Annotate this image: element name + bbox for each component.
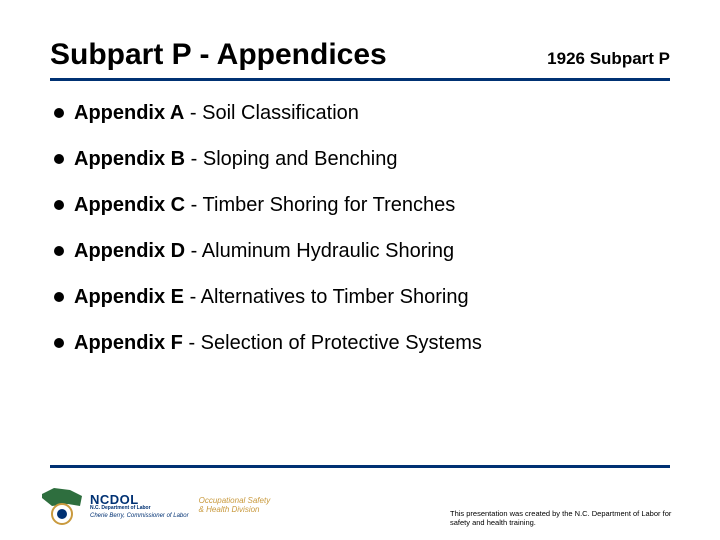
list-item: Appendix B - Sloping and Benching	[54, 147, 670, 171]
logo-text: NCDOL N.C. Department of Labor Cherie Be…	[90, 493, 189, 519]
slide-subtitle: 1926 Subpart P	[547, 49, 670, 69]
bullet-list: Appendix A - Soil Classification Appendi…	[50, 101, 670, 355]
logo-commissioner: Cherie Berry, Commissioner of Labor	[90, 513, 189, 519]
bullet-lead: Appendix D	[74, 240, 185, 262]
list-item: Appendix A - Soil Classification	[54, 101, 670, 125]
bullet-lead: Appendix E	[74, 286, 184, 308]
slide: Subpart P - Appendices 1926 Subpart P Ap…	[0, 0, 720, 540]
slide-title: Subpart P - Appendices	[50, 38, 387, 72]
logo-block: NCDOL N.C. Department of Labor Cherie Be…	[40, 484, 270, 528]
bullet-lead: Appendix C	[74, 194, 185, 216]
bullet-rest: - Sloping and Benching	[185, 148, 397, 170]
bullet-rest: - Alternatives to Timber Shoring	[184, 286, 469, 308]
header-row: Subpart P - Appendices 1926 Subpart P	[50, 38, 670, 78]
list-item: Appendix E - Alternatives to Timber Shor…	[54, 285, 670, 309]
bullet-rest: - Soil Classification	[184, 102, 359, 124]
bullet-rest: - Aluminum Hydraulic Shoring	[185, 240, 454, 262]
state-seal-icon	[40, 484, 84, 528]
list-item: Appendix D - Aluminum Hydraulic Shoring	[54, 239, 670, 263]
osh-line1: Occupational Safety	[199, 496, 271, 505]
list-item: Appendix F - Selection of Protective Sys…	[54, 331, 670, 355]
footer: NCDOL N.C. Department of Labor Cherie Be…	[40, 484, 680, 528]
footer-divider	[50, 465, 670, 468]
title-underline	[50, 78, 670, 81]
bullet-rest: - Selection of Protective Systems	[183, 332, 482, 354]
osh-line2: & Health Division	[199, 505, 260, 514]
bullet-lead: Appendix B	[74, 148, 185, 170]
bullet-lead: Appendix A	[74, 102, 184, 124]
disclaimer-text: This presentation was created by the N.C…	[450, 509, 680, 529]
list-item: Appendix C - Timber Shoring for Trenches	[54, 193, 670, 217]
bullet-lead: Appendix F	[74, 332, 183, 354]
bullet-rest: - Timber Shoring for Trenches	[185, 194, 455, 216]
logo-dept: N.C. Department of Labor	[90, 506, 189, 511]
osh-division: Occupational Safety & Health Division	[199, 497, 271, 515]
